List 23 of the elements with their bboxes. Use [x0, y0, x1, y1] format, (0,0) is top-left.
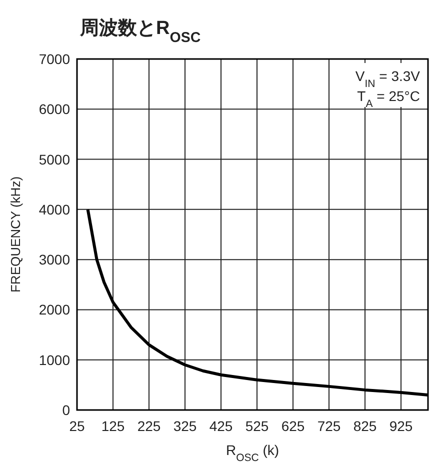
- y-tick-label: 1000: [38, 352, 70, 368]
- y-tick-label: 0: [62, 402, 70, 418]
- y-tick-label: 4000: [38, 201, 70, 218]
- y-tick-label: 3000: [38, 252, 70, 268]
- x-tick-label: 325: [173, 418, 197, 434]
- annotation: V$_{IN}$ = 3.3V: [355, 68, 421, 90]
- chart-title: 周波数とR$_{OSC}$: [79, 17, 201, 46]
- x-tick-label: 625: [281, 418, 305, 434]
- x-tick-label: 425: [209, 418, 233, 434]
- x-axis-title: R$_{OSC}$ (k): [226, 442, 280, 464]
- x-tick-label: 25: [69, 418, 85, 434]
- x-tick-label: 525: [245, 418, 269, 434]
- x-tick-label: 725: [317, 418, 341, 434]
- annotation: T$_{A}$ = 25°C: [357, 88, 420, 110]
- x-tick-label: 125: [101, 418, 125, 434]
- x-tick-label: 925: [389, 418, 413, 434]
- y-axis-title: FREQUENCY (kHz): [8, 176, 23, 293]
- y-tick-label: 7000: [38, 51, 70, 67]
- x-tick-label: 225: [137, 418, 161, 434]
- y-tick-label: 6000: [38, 101, 70, 118]
- x-tick-label: 825: [353, 418, 377, 434]
- y-tick-label: 5000: [38, 151, 70, 168]
- y-tick-label: 2000: [38, 302, 70, 318]
